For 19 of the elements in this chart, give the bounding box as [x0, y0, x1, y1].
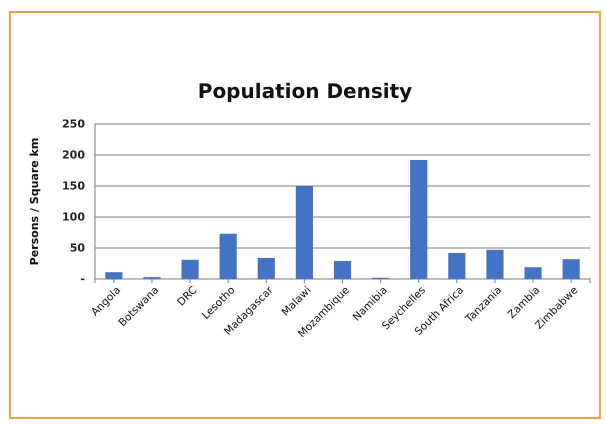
bar	[182, 260, 199, 279]
y-tick-label: 150	[62, 180, 86, 193]
y-tick-label: 50	[70, 242, 86, 255]
y-axis-title: Persons / Square km	[28, 138, 41, 266]
bar	[410, 160, 428, 279]
chart-title: Population Density	[198, 79, 412, 103]
bar	[524, 267, 542, 279]
y-tick-label: 200	[62, 148, 86, 162]
y-tick-label: 250	[62, 118, 86, 131]
bar	[105, 272, 122, 279]
bar	[562, 259, 580, 279]
bar	[448, 252, 466, 279]
bar	[258, 258, 275, 279]
y-tick-label: -	[80, 272, 85, 286]
y-tick-label: 100	[62, 210, 86, 224]
bar	[486, 250, 504, 279]
bar	[220, 234, 237, 279]
bar	[334, 261, 352, 279]
bar	[296, 186, 313, 279]
